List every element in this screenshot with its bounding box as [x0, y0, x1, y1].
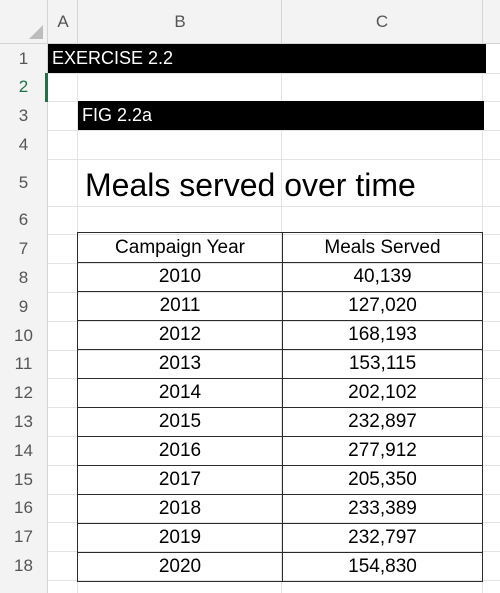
row-header-6[interactable]: 6 — [18, 210, 29, 229]
column-header-b[interactable]: B — [78, 0, 282, 44]
row-header-5[interactable]: 5 — [18, 173, 29, 192]
campaign-year-cell[interactable]: 2019 — [77, 523, 283, 553]
meals-served-cell[interactable]: 153,115 — [282, 349, 483, 379]
table-row: 2015 232,897 — [77, 407, 483, 437]
table-row: 2014 202,102 — [77, 378, 483, 408]
table-row: 2013 153,115 — [77, 349, 483, 379]
row-gridline — [48, 130, 500, 131]
row-header-13[interactable]: 13 — [14, 412, 33, 431]
campaign-year-cell[interactable]: 2014 — [77, 378, 283, 408]
data-table: Campaign Year Meals Served 2010 40,139 201… — [77, 232, 483, 582]
campaign-year-cell[interactable]: 2013 — [77, 349, 283, 379]
campaign-year-cell[interactable]: 2015 — [77, 407, 283, 437]
fig-label-cell[interactable]: FIG 2.2a — [78, 101, 484, 130]
row-header-1[interactable]: 1 — [18, 49, 29, 68]
row-header-9[interactable]: 9 — [18, 297, 29, 316]
selected-row-indicator — [45, 73, 48, 102]
meals-served-cell[interactable]: 127,020 — [282, 291, 483, 321]
campaign-year-cell[interactable]: 2020 — [77, 552, 283, 582]
row-header-2[interactable]: 2 — [18, 77, 29, 96]
meals-served-cell[interactable]: 232,897 — [282, 407, 483, 437]
table-row: 2020 154,830 — [77, 552, 483, 582]
meals-served-cell[interactable]: 277,912 — [282, 436, 483, 466]
column-label-b: B — [174, 12, 186, 31]
campaign-year-cell[interactable]: 2010 — [77, 262, 283, 292]
table-row: 2012 168,193 — [77, 320, 483, 350]
row-header-4[interactable]: 4 — [18, 135, 29, 154]
table-row: 2019 232,797 — [77, 523, 483, 553]
meals-served-cell[interactable]: 202,102 — [282, 378, 483, 408]
select-all-corner[interactable] — [0, 0, 48, 44]
select-all-icon — [29, 25, 43, 39]
table-row: 2011 127,020 — [77, 291, 483, 321]
campaign-year-cell[interactable]: 2012 — [77, 320, 283, 350]
row-header-bar — [0, 44, 48, 593]
row-header-14[interactable]: 14 — [14, 441, 33, 460]
row-header-15[interactable]: 15 — [14, 470, 33, 489]
column-header-a[interactable]: A — [48, 0, 78, 44]
column-gridline — [482, 44, 483, 593]
table-row: 2016 277,912 — [77, 436, 483, 466]
meals-served-cell[interactable]: 232,797 — [282, 523, 483, 553]
header-meals-served[interactable]: Meals Served — [282, 232, 483, 263]
table-row: 2018 233,389 — [77, 494, 483, 524]
row-gridline — [48, 206, 500, 207]
campaign-year-cell[interactable]: 2016 — [77, 436, 283, 466]
table-row: 2017 205,350 — [77, 465, 483, 495]
meals-served-cell[interactable]: 233,389 — [282, 494, 483, 524]
table-row: 2010 40,139 — [77, 262, 483, 292]
row-header-17[interactable]: 17 — [14, 527, 33, 546]
row-header-18[interactable]: 18 — [14, 556, 33, 575]
column-divider — [482, 0, 483, 44]
meals-served-cell[interactable]: 168,193 — [282, 320, 483, 350]
table-header-row: Campaign Year Meals Served — [77, 232, 483, 263]
row-gridline — [48, 159, 500, 160]
column-divider — [77, 0, 78, 44]
row-header-10[interactable]: 10 — [14, 326, 33, 345]
column-label-a: A — [57, 12, 69, 31]
chart-title-cell[interactable]: Meals served over time — [85, 167, 416, 203]
meals-served-cell[interactable]: 40,139 — [282, 262, 483, 292]
meals-served-cell[interactable]: 205,350 — [282, 465, 483, 495]
row-header-11[interactable]: 11 — [14, 354, 33, 373]
column-header-bar — [48, 0, 500, 44]
row-header-7[interactable]: 7 — [18, 239, 29, 258]
exercise-label-cell[interactable]: EXERCISE 2.2 — [48, 44, 486, 73]
row-gridline — [48, 73, 500, 74]
campaign-year-cell[interactable]: 2017 — [77, 465, 283, 495]
column-divider — [281, 0, 282, 44]
campaign-year-cell[interactable]: 2018 — [77, 494, 283, 524]
row-header-16[interactable]: 16 — [14, 498, 33, 517]
column-header-c[interactable]: C — [282, 0, 482, 44]
row-header-3[interactable]: 3 — [18, 106, 29, 125]
row-header-12[interactable]: 12 — [14, 383, 33, 402]
campaign-year-cell[interactable]: 2011 — [77, 291, 283, 321]
column-label-c: C — [375, 12, 389, 31]
row-header-8[interactable]: 8 — [18, 268, 29, 287]
meals-served-cell[interactable]: 154,830 — [282, 552, 483, 582]
header-campaign-year[interactable]: Campaign Year — [77, 232, 283, 263]
